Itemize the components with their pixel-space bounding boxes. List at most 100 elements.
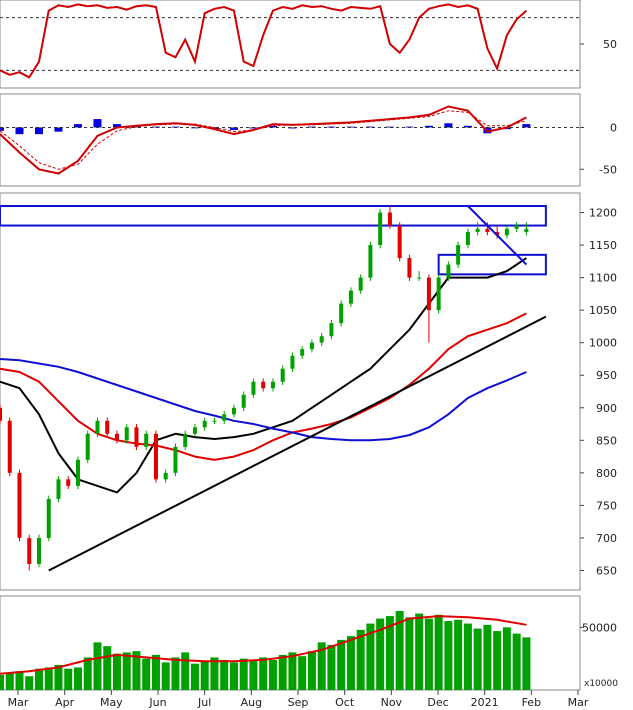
volume-bar: [161, 662, 170, 690]
volume-bar: [512, 633, 521, 690]
x-tick-label: Jun: [148, 696, 166, 709]
macd-line: [0, 105, 527, 175]
macd-histogram-bar: [463, 125, 472, 128]
candle-body: [378, 212, 383, 246]
y-tick-label: 1150: [589, 239, 617, 252]
candle-body: [426, 277, 431, 311]
volume-bar: [220, 659, 229, 690]
volume-bar: [112, 653, 121, 690]
candle-body: [202, 420, 207, 428]
volume-bar: [64, 668, 73, 690]
candle-body: [251, 381, 256, 395]
candle-body: [514, 225, 519, 229]
volume-bar: [376, 618, 385, 690]
macd-histogram-bar: [93, 119, 102, 128]
candle-body: [231, 407, 236, 415]
y-tick-label: -50: [599, 163, 617, 176]
macd-histogram-bar: [424, 125, 433, 128]
volume-panel: 50000 x10000: [0, 611, 618, 690]
macd-histogram-bar: [268, 125, 277, 128]
candle-body: [183, 433, 188, 447]
volume-bar: [415, 613, 424, 690]
candle-body: [290, 355, 295, 369]
y-tick-label: 750: [596, 499, 617, 512]
volume-bar: [93, 642, 102, 690]
candle-body: [163, 472, 168, 480]
y-tick-label: 0: [610, 121, 617, 134]
candle-body: [27, 537, 32, 564]
macd-histogram-bar: [444, 123, 453, 128]
trendline: [48, 315, 547, 572]
x-tick-label: May: [100, 696, 123, 709]
candle-body: [465, 232, 470, 246]
candle-body: [75, 459, 80, 486]
price-channel-box: [437, 253, 547, 276]
y-tick-label: 50000: [582, 621, 617, 634]
y-tick-label: 700: [596, 532, 617, 545]
candle-body: [46, 498, 51, 538]
candle-body: [329, 323, 334, 337]
oscillator-line: [0, 3, 528, 79]
y-tick-label: 1200: [589, 207, 617, 220]
candle-body: [319, 336, 324, 343]
moving-average-ma_blue: [0, 358, 527, 442]
candle-body: [173, 446, 178, 473]
macd-histogram-bar: [307, 126, 316, 128]
volume-bar: [229, 662, 238, 690]
macd-histogram-bar: [385, 126, 394, 128]
candle-body: [407, 258, 412, 278]
volume-bar: [142, 658, 151, 690]
volume-bar: [502, 627, 511, 690]
volume-bar: [44, 667, 53, 690]
x-tick-label: Aug: [241, 696, 262, 709]
candle-body: [495, 232, 500, 236]
candle-body: [446, 264, 451, 278]
volume-bar: [83, 657, 92, 690]
candle-body: [0, 407, 2, 421]
volume-bar: [346, 636, 355, 690]
candle-body: [222, 414, 227, 421]
y-tick-label: 900: [596, 402, 617, 415]
volume-bar: [298, 656, 307, 690]
volume-bar: [327, 644, 336, 690]
candle-body: [368, 245, 373, 278]
macd-histogram-bar: [0, 127, 4, 131]
x-tick-label: Nov: [381, 696, 403, 709]
y-tick-label: 1100: [589, 272, 617, 285]
volume-bar: [307, 651, 316, 690]
macd-histogram-bar: [34, 127, 43, 135]
volume-bar: [444, 621, 453, 690]
candle-body: [17, 472, 22, 538]
x-tick-label: Feb: [522, 696, 541, 709]
volume-bar: [239, 658, 248, 690]
panel-frame: [0, 93, 581, 187]
price-channel-box: [0, 205, 547, 227]
volume-bar: [473, 628, 482, 690]
candle-body: [387, 212, 392, 226]
volume-bar: [268, 659, 277, 690]
macd-panel: 0 -50: [0, 105, 617, 176]
volume-bar: [171, 657, 180, 690]
y-tick-label: 650: [596, 564, 617, 577]
volume-bar: [493, 631, 502, 690]
volume-bar: [278, 654, 287, 690]
volume-bar: [0, 674, 4, 690]
x-tick-label: Sep: [288, 696, 309, 709]
macd-histogram-bar: [151, 126, 160, 128]
candle-body: [309, 342, 314, 350]
volume-bar: [122, 652, 131, 690]
volume-bar: [288, 652, 297, 690]
trendline: [467, 205, 528, 266]
volume-bar: [454, 619, 463, 690]
candle-body: [85, 433, 90, 460]
candle-body: [261, 381, 266, 389]
volume-bar: [181, 652, 190, 690]
candle-body: [153, 433, 158, 480]
candle-body: [397, 225, 402, 259]
candle-body: [241, 394, 246, 408]
volume-ma-line: [0, 615, 527, 675]
y-tick-label: 950: [596, 369, 617, 382]
macd-histogram-bar: [288, 127, 297, 129]
candle-body: [280, 368, 285, 382]
